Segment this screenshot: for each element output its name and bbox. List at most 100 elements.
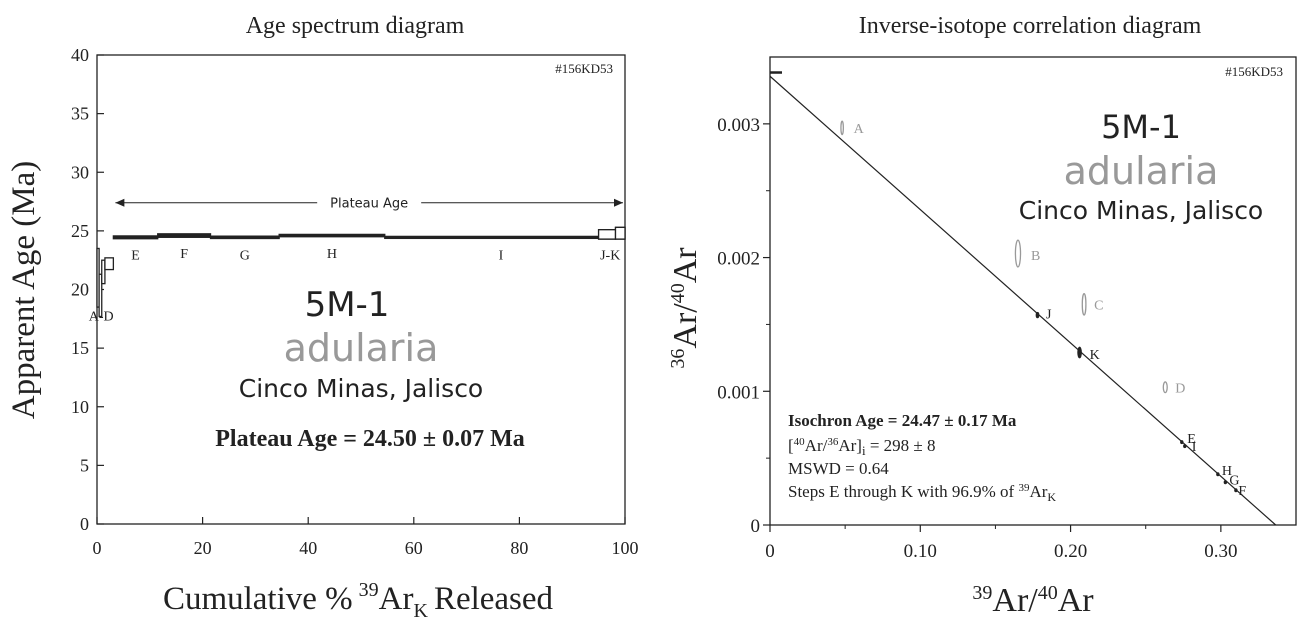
- initial-ratio-sub: i: [862, 443, 866, 458]
- data-point-F: [1234, 488, 1238, 493]
- point-label-B: B: [1031, 249, 1040, 264]
- plateau-age-result: Plateau Age = 24.50 ± 0.07 Ma: [215, 426, 524, 452]
- isochron-x-label: 39Ar/40Ar: [972, 582, 1094, 618]
- plateau-arrow-left-head: [115, 198, 125, 207]
- x-tick-label: 0.30: [1204, 541, 1237, 562]
- x-label-sup-2: 40: [1038, 582, 1058, 604]
- data-point-D: [1162, 381, 1168, 394]
- initial-ratio-sup-1: 40: [794, 436, 806, 448]
- y-tick-label: 25: [71, 221, 89, 241]
- age-step-F: [157, 233, 212, 238]
- y-tick-label: 20: [71, 280, 89, 300]
- step-label-F: F: [180, 247, 188, 262]
- data-point-G: [1223, 480, 1228, 485]
- right-mineral: adularia: [1064, 149, 1219, 193]
- age-step-C: [101, 259, 106, 285]
- step-label-J-K: J-K: [600, 248, 620, 263]
- isochron-point-labels: A B C D EI HGF J K: [854, 122, 1247, 499]
- data-point-B: [1014, 239, 1022, 268]
- y-tick-label: 15: [71, 338, 89, 358]
- data-point-A: [840, 120, 844, 136]
- x-tick-label: 0.10: [904, 541, 937, 562]
- y-tick-label: 30: [71, 162, 89, 182]
- age-step-E: [112, 235, 159, 240]
- x-label-part-2: Ar: [379, 581, 414, 617]
- plateau-age-arrow: [115, 198, 623, 207]
- mswd-result: MSWD = 0.64: [788, 459, 889, 478]
- age-step-B: [98, 273, 103, 318]
- point-label-I: I: [1192, 440, 1197, 455]
- data-point-I: [1183, 444, 1187, 449]
- age-step-G: [209, 235, 280, 240]
- steps-sub: K: [1047, 490, 1056, 504]
- plateau-arrow-right-head: [614, 198, 623, 207]
- age-spectrum-title: Age spectrum diagram: [246, 13, 465, 39]
- steps-sup: 39: [1018, 482, 1030, 494]
- data-point-E: [1180, 440, 1184, 445]
- age-spectrum-panel: Age spectrum diagram 0 5 10 15 20 25 30 35 40 0 2…: [6, 13, 639, 618]
- data-point-H: [1216, 472, 1220, 477]
- x-tick-label: 20: [194, 538, 212, 558]
- step-label-H: H: [327, 247, 337, 262]
- left-sample-name: 5M-1: [305, 285, 390, 325]
- point-label-C: C: [1094, 298, 1103, 313]
- x-tick-label: 80: [510, 538, 528, 558]
- point-label-H: H: [1222, 464, 1232, 479]
- x-label-part-1: Ar/: [992, 582, 1038, 618]
- right-sample-name: 5M-1: [1101, 108, 1181, 146]
- steps-text: Steps E through K with 96.9% of: [788, 482, 1018, 501]
- age-step-D: [104, 257, 115, 271]
- plateau-age-label: Plateau Age: [330, 197, 408, 212]
- isochron-title: Inverse-isotope correlation diagram: [859, 13, 1202, 39]
- point-label-K: K: [1090, 348, 1100, 363]
- isochron-y-axis: 0 0.001 0.002 0.003: [717, 115, 770, 537]
- age-spectrum-x-label: Cumulative % 39ArK Released: [163, 579, 554, 618]
- initial-ratio-sup-2: 36: [827, 436, 839, 448]
- age-spectrum-y-axis: 0 5 10 15 20 25 30 35 40: [71, 45, 104, 534]
- isochron-regression-line: [769, 71, 1277, 526]
- point-label-A: A: [854, 122, 865, 137]
- x-label-subscript: K: [413, 600, 428, 618]
- step-label-E: E: [131, 248, 140, 263]
- x-label-part-1: Cumulative %: [163, 581, 353, 617]
- initial-ratio-result: [40Ar/36Ar]i = 298 ± 8: [788, 436, 936, 458]
- y-tick-label: 40: [71, 45, 89, 65]
- point-label-E: E: [1187, 432, 1196, 447]
- y-tick-label: 0: [80, 514, 89, 534]
- age-step-outline-J: [597, 229, 617, 240]
- left-mineral: adularia: [284, 326, 439, 370]
- x-tick-label: 100: [612, 538, 639, 558]
- right-locality: Cinco Minas, Jalisco: [1019, 196, 1263, 225]
- y-label-sup-2: 40: [667, 283, 689, 303]
- age-spectrum-x-axis: 0 20 40 60 80 100: [93, 517, 639, 558]
- point-label-F: F: [1238, 484, 1246, 499]
- step-label-A-D: A-D: [89, 309, 114, 324]
- y-tick-label: 0.002: [717, 249, 760, 270]
- age-spectrum-step-labels: A-D E F G H I J-K: [89, 247, 621, 324]
- y-label-sup-1: 36: [667, 349, 689, 369]
- x-label-sup-1: 39: [972, 582, 992, 604]
- y-label-part-1: Ar/: [667, 303, 704, 349]
- data-point-C: [1081, 293, 1087, 316]
- y-tick-label: 0: [751, 516, 761, 537]
- y-tick-label: 5: [80, 455, 89, 475]
- age-spectrum-steps: [96, 226, 626, 318]
- x-label-superscript: 39: [359, 579, 379, 601]
- x-label-part-2: Ar: [1058, 582, 1095, 618]
- steps-ar: Ar: [1029, 482, 1047, 501]
- isochron-line: [769, 75, 1277, 526]
- y-tick-label: 0.003: [717, 115, 760, 136]
- initial-ratio-value: = 298 ± 8: [866, 436, 936, 455]
- age-step-I: [384, 235, 600, 240]
- age-step-outline-K: [614, 226, 626, 240]
- isochron-sample-id: #156KD53: [1225, 64, 1283, 79]
- x-tick-label: 0: [93, 538, 102, 558]
- x-tick-label: 0: [765, 541, 775, 562]
- steps-result: Steps E through K with 96.9% of 39ArK: [788, 482, 1056, 504]
- point-label-G: G: [1229, 474, 1239, 489]
- step-label-G: G: [240, 248, 250, 263]
- x-label-part-3: Released: [434, 581, 554, 617]
- x-tick-label: 60: [405, 538, 423, 558]
- step-label-I: I: [499, 248, 504, 263]
